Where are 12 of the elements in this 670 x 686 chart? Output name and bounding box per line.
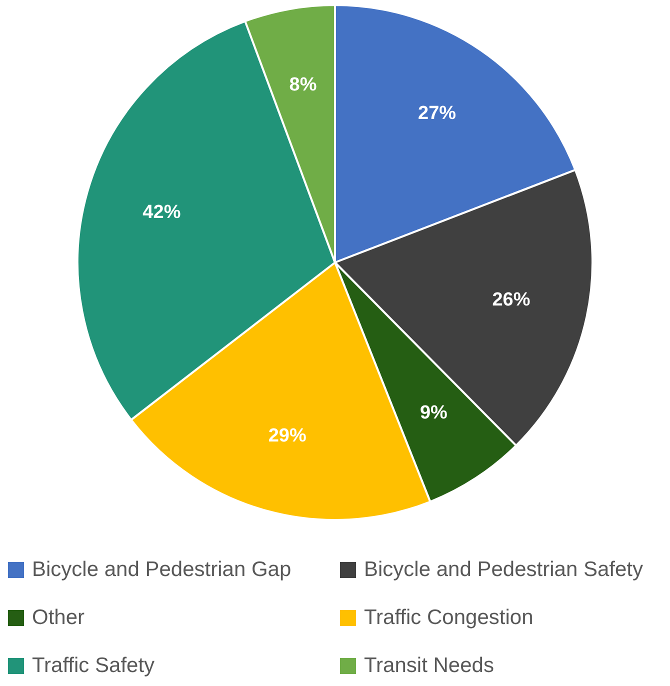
- data-label: 27%: [418, 103, 456, 124]
- legend-label: Transit Needs: [364, 653, 494, 679]
- data-label: 42%: [142, 202, 181, 224]
- legend-label: Bicycle and Pedestrian Safety: [364, 557, 643, 583]
- data-label: 29%: [268, 426, 306, 447]
- legend-label: Traffic Congestion: [364, 605, 534, 631]
- data-label: 26%: [492, 290, 530, 311]
- data-label: 9%: [420, 402, 448, 424]
- legend-label: Other: [32, 605, 85, 631]
- legend-label: Traffic Safety: [32, 653, 155, 679]
- legend-label: Bicycle and Pedestrian Gap: [32, 557, 292, 583]
- data-label: 8%: [289, 74, 317, 96]
